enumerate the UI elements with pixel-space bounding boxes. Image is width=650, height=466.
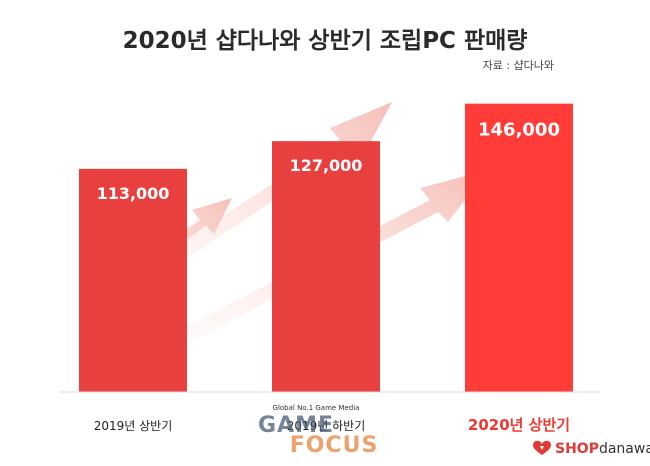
category-label-2019-h2: 2019년 하반기 xyxy=(287,419,366,433)
chart-source: 자료 : 샵다나와 xyxy=(483,59,554,72)
watermark-line2: FOCUS xyxy=(290,433,379,458)
watermark-tagline: Global No.1 Game Media xyxy=(273,404,360,412)
logo-brand-strong: SHOP xyxy=(555,441,599,457)
value-label-2020-h1: 146,000 xyxy=(478,120,560,141)
bar-2019-h1 xyxy=(79,168,187,392)
bar-2019-h2 xyxy=(272,141,380,392)
bars xyxy=(79,103,573,393)
value-label-2019-h1: 113,000 xyxy=(97,184,170,203)
category-label-2019-h1: 2019년 상반기 xyxy=(94,419,173,433)
chart-title: 2020년 샵다나와 상반기 조립PC 판매량 xyxy=(123,28,528,54)
category-label-2020-h1: 2020년 상반기 xyxy=(468,416,570,434)
shopdanawa-heart-icon xyxy=(533,440,551,455)
arrow-upper xyxy=(140,102,392,282)
value-label-2019-h2: 127,000 xyxy=(290,156,363,175)
value-labels: 113,000 127,000 146,000 xyxy=(97,120,560,203)
watermark-line1: GAME xyxy=(258,413,334,438)
logo-wordmark: SHOPdanawa xyxy=(555,441,650,457)
shopdanawa-logo: SHOPdanawa xyxy=(533,440,650,457)
category-labels: 2019년 상반기 2019년 하반기 2020년 상반기 xyxy=(94,416,570,434)
watermark: Global No.1 Game Media GAME FOCUS xyxy=(258,404,379,458)
logo-brand-light: danawa xyxy=(599,441,650,457)
bar-2020-h1 xyxy=(465,103,573,393)
